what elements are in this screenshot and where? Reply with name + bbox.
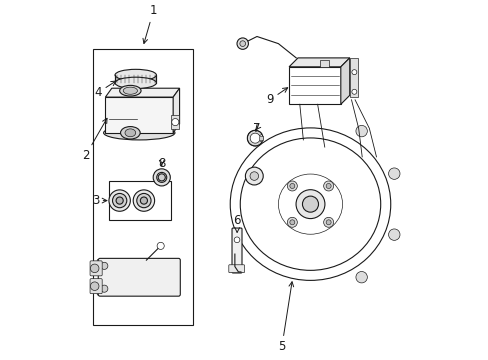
Circle shape [295,190,324,219]
Circle shape [101,262,108,269]
FancyBboxPatch shape [98,258,180,296]
Ellipse shape [120,85,141,96]
Circle shape [237,38,248,49]
Ellipse shape [230,128,390,280]
Circle shape [101,285,108,292]
Circle shape [287,217,297,227]
Circle shape [90,264,99,273]
Text: 8: 8 [158,157,165,170]
Circle shape [171,118,179,126]
FancyBboxPatch shape [90,261,102,276]
Bar [288,67,340,104]
Bar [171,115,179,129]
Text: 9: 9 [266,88,287,106]
Circle shape [157,172,166,183]
Circle shape [140,197,147,204]
Bar [350,58,358,97]
Circle shape [249,172,258,180]
Polygon shape [173,88,179,133]
Circle shape [234,237,240,243]
Text: 6: 6 [233,215,241,233]
Circle shape [153,169,170,186]
Bar [320,60,328,67]
Circle shape [133,190,154,211]
Circle shape [245,167,263,185]
Circle shape [325,220,330,225]
Circle shape [325,184,330,189]
Polygon shape [105,97,173,133]
Text: 4: 4 [94,81,116,99]
Circle shape [240,41,245,46]
Ellipse shape [123,87,137,94]
Text: 1: 1 [142,4,157,44]
Bar [259,136,263,140]
FancyBboxPatch shape [97,260,113,272]
Text: 2: 2 [82,118,107,162]
Circle shape [158,174,165,181]
Circle shape [289,184,294,189]
FancyBboxPatch shape [90,279,102,294]
FancyBboxPatch shape [97,282,113,295]
Polygon shape [247,130,262,146]
FancyBboxPatch shape [231,228,242,273]
Circle shape [355,271,366,283]
Circle shape [388,229,399,240]
Circle shape [302,196,318,212]
Circle shape [116,197,123,204]
Circle shape [109,190,130,211]
Polygon shape [340,58,349,104]
Circle shape [137,193,151,208]
Ellipse shape [115,69,156,81]
Circle shape [157,242,164,249]
Circle shape [351,70,356,75]
Circle shape [388,168,399,179]
Circle shape [323,181,333,191]
Polygon shape [105,88,179,97]
Circle shape [351,89,356,94]
Ellipse shape [121,127,140,139]
Text: 3: 3 [92,194,107,207]
Circle shape [289,220,294,225]
Text: 5: 5 [278,282,293,353]
Bar [109,181,171,220]
Ellipse shape [125,129,136,137]
Bar [115,75,156,83]
Bar [93,49,192,325]
Ellipse shape [115,77,156,89]
Polygon shape [288,58,349,67]
Ellipse shape [103,126,175,140]
Text: 7: 7 [253,122,260,135]
FancyBboxPatch shape [228,265,244,273]
Circle shape [287,181,297,191]
Circle shape [323,217,333,227]
Circle shape [112,193,126,208]
Circle shape [355,125,366,137]
Circle shape [90,282,99,291]
